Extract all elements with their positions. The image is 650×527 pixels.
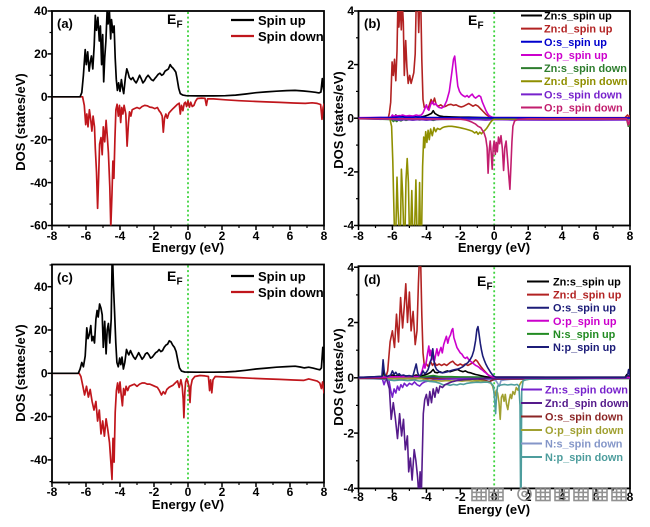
svg-text:20: 20 bbox=[34, 323, 48, 337]
svg-text:Zn:d_spin up: Zn:d_spin up bbox=[553, 290, 622, 302]
svg-text:2: 2 bbox=[219, 229, 226, 243]
svg-text:0: 0 bbox=[41, 367, 48, 381]
svg-text:Energy (eV): Energy (eV) bbox=[152, 240, 224, 255]
svg-text:6: 6 bbox=[593, 229, 600, 243]
svg-text:F: F bbox=[487, 282, 493, 293]
svg-text:2: 2 bbox=[525, 229, 532, 243]
svg-text:-4: -4 bbox=[115, 229, 126, 243]
svg-text:-20: -20 bbox=[30, 410, 48, 424]
svg-text:DOS (states/eV): DOS (states/eV) bbox=[331, 328, 346, 426]
svg-text:2: 2 bbox=[525, 490, 532, 504]
svg-text:20: 20 bbox=[34, 47, 48, 61]
svg-text:F: F bbox=[177, 20, 183, 31]
svg-text:(a): (a) bbox=[57, 16, 73, 31]
svg-text:E: E bbox=[477, 273, 486, 289]
svg-text:0: 0 bbox=[185, 485, 192, 499]
svg-text:-40: -40 bbox=[30, 453, 48, 467]
svg-text:0: 0 bbox=[491, 229, 498, 243]
svg-text:Zn:d_spin down: Zn:d_spin down bbox=[545, 398, 628, 410]
svg-text:6: 6 bbox=[287, 485, 294, 499]
svg-text:0: 0 bbox=[347, 371, 354, 385]
svg-text:Zn:s_spin up: Zn:s_spin up bbox=[553, 277, 621, 289]
svg-text:-20: -20 bbox=[30, 133, 48, 147]
svg-text:2: 2 bbox=[219, 485, 226, 499]
svg-text:-6: -6 bbox=[81, 485, 92, 499]
svg-text:0: 0 bbox=[41, 90, 48, 104]
svg-text:(d): (d) bbox=[364, 272, 381, 287]
svg-text:-4: -4 bbox=[421, 229, 432, 243]
svg-text:8: 8 bbox=[321, 485, 328, 499]
svg-text:O:p_spin up: O:p_spin up bbox=[544, 50, 608, 62]
svg-text:O:s_spin up: O:s_spin up bbox=[553, 303, 616, 315]
svg-text:4: 4 bbox=[253, 485, 260, 499]
svg-text:-2: -2 bbox=[343, 165, 354, 179]
svg-text:Spin up: Spin up bbox=[258, 269, 306, 284]
svg-text:8: 8 bbox=[627, 490, 634, 504]
svg-text:8: 8 bbox=[321, 229, 328, 243]
svg-text:6: 6 bbox=[287, 229, 294, 243]
svg-text:-4: -4 bbox=[115, 485, 126, 499]
svg-text:O:s_spin down: O:s_spin down bbox=[544, 89, 622, 101]
svg-text:40: 40 bbox=[34, 280, 48, 294]
svg-text:Spin up: Spin up bbox=[258, 13, 306, 28]
svg-text:Zn:d_spin down: Zn:d_spin down bbox=[544, 76, 627, 88]
svg-text:O:p_spin down: O:p_spin down bbox=[544, 103, 623, 115]
svg-text:2: 2 bbox=[347, 316, 354, 330]
svg-text:E: E bbox=[167, 11, 176, 27]
svg-text:-2: -2 bbox=[149, 485, 160, 499]
svg-text:-60: -60 bbox=[30, 219, 48, 233]
svg-text:N:s_spin up: N:s_spin up bbox=[553, 329, 616, 341]
svg-text:-6: -6 bbox=[387, 490, 398, 504]
svg-text:O:s_spin up: O:s_spin up bbox=[544, 37, 607, 49]
svg-text:-6: -6 bbox=[387, 229, 398, 243]
svg-text:N:p_spin up: N:p_spin up bbox=[553, 342, 616, 354]
svg-text:-4: -4 bbox=[343, 482, 354, 496]
svg-text:-2: -2 bbox=[455, 490, 466, 504]
svg-text:DOS (states/eV): DOS (states/eV) bbox=[13, 324, 28, 422]
svg-text:4: 4 bbox=[253, 229, 260, 243]
svg-text:Zn:s_spin up: Zn:s_spin up bbox=[544, 11, 612, 23]
svg-text:Energy (eV): Energy (eV) bbox=[152, 497, 224, 512]
svg-text:N:s_spin down: N:s_spin down bbox=[545, 439, 622, 451]
svg-text:0: 0 bbox=[185, 229, 192, 243]
svg-text:-4: -4 bbox=[343, 219, 354, 233]
svg-text:4: 4 bbox=[347, 260, 354, 274]
svg-text:O:p_spin down: O:p_spin down bbox=[545, 425, 624, 437]
svg-text:-8: -8 bbox=[353, 490, 364, 504]
svg-text:DOS (states/eV): DOS (states/eV) bbox=[13, 73, 28, 171]
svg-text:(b): (b) bbox=[364, 16, 381, 31]
svg-text:40: 40 bbox=[34, 4, 48, 18]
svg-text:Spin down: Spin down bbox=[258, 285, 324, 300]
svg-text:E: E bbox=[167, 268, 176, 284]
svg-text:(c): (c) bbox=[57, 270, 73, 285]
svg-text:Zn:s_spin down: Zn:s_spin down bbox=[544, 63, 627, 75]
svg-text:-4: -4 bbox=[421, 490, 432, 504]
svg-text:Zn:d_spin up: Zn:d_spin up bbox=[544, 24, 613, 36]
svg-text:Spin down: Spin down bbox=[258, 29, 324, 44]
svg-text:-40: -40 bbox=[30, 176, 48, 190]
svg-text:Zn:s_spin down: Zn:s_spin down bbox=[545, 385, 628, 397]
svg-text:Energy (eV): Energy (eV) bbox=[458, 240, 530, 255]
svg-text:-8: -8 bbox=[47, 229, 58, 243]
svg-text:-2: -2 bbox=[149, 229, 160, 243]
svg-text:-8: -8 bbox=[353, 229, 364, 243]
svg-text:8: 8 bbox=[627, 229, 634, 243]
svg-text:-2: -2 bbox=[343, 426, 354, 440]
svg-text:4: 4 bbox=[347, 4, 354, 18]
svg-text:N:p_spin down: N:p_spin down bbox=[545, 452, 623, 464]
svg-text:O:s_spin down: O:s_spin down bbox=[545, 412, 623, 424]
svg-text:4: 4 bbox=[559, 229, 566, 243]
svg-text:2: 2 bbox=[347, 58, 354, 72]
svg-text:-2: -2 bbox=[455, 229, 466, 243]
svg-text:F: F bbox=[177, 277, 183, 288]
svg-text:-8: -8 bbox=[47, 485, 58, 499]
svg-text:Energy (eV): Energy (eV) bbox=[458, 502, 530, 517]
svg-text:-6: -6 bbox=[81, 229, 92, 243]
svg-text:DOS (states/eV): DOS (states/eV) bbox=[331, 71, 346, 169]
svg-text:E: E bbox=[468, 12, 477, 28]
svg-text:O:p_spin up: O:p_spin up bbox=[553, 316, 617, 328]
svg-text:0: 0 bbox=[347, 112, 354, 126]
svg-text:F: F bbox=[478, 21, 484, 32]
